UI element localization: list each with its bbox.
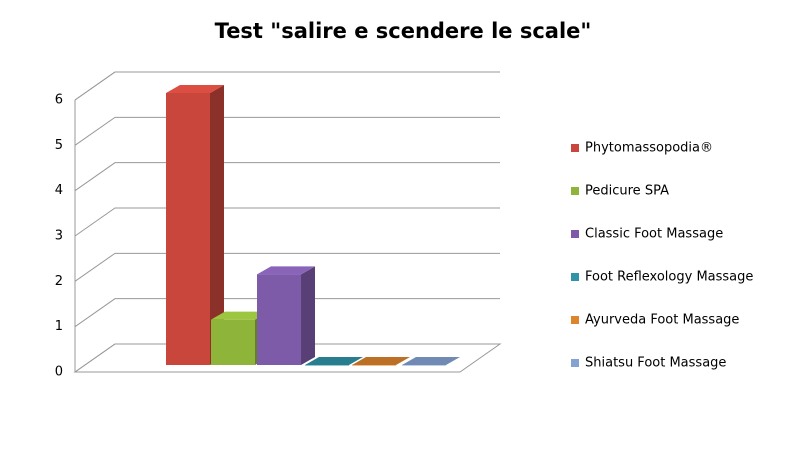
bar — [402, 365, 446, 366]
y-tick-label: 1 — [55, 319, 63, 334]
chart-title: Test "salire e scendere le scale" — [215, 19, 592, 43]
y-tick-label: 4 — [55, 183, 63, 198]
grid-line — [74, 298, 500, 328]
grid-line — [74, 207, 500, 237]
legend-swatch — [571, 273, 579, 281]
legend-swatch — [571, 230, 579, 238]
y-tick-label: 3 — [55, 229, 63, 244]
y-tick-label: 6 — [55, 93, 63, 108]
bar-top — [352, 357, 410, 365]
bar — [166, 93, 210, 365]
y-tick-label: 2 — [55, 274, 63, 289]
legend-label: Pedicure SPA — [585, 184, 669, 199]
y-tick-label: 0 — [55, 365, 63, 380]
bar — [257, 274, 301, 365]
legend-swatch — [571, 187, 579, 195]
legend-label: Shiatsu Foot Massage — [585, 356, 726, 371]
legend-label: Classic Foot Massage — [585, 227, 723, 242]
legend-swatch — [571, 316, 579, 324]
bar-side — [210, 85, 224, 365]
bar-top — [257, 266, 315, 275]
legend-label: Foot Reflexology Massage — [585, 270, 753, 285]
bar-top — [305, 357, 363, 365]
bar — [352, 365, 396, 366]
bar-top — [402, 357, 460, 365]
bar-side — [301, 266, 315, 365]
bar — [305, 365, 349, 366]
legend-swatch — [571, 359, 579, 367]
legend-label: Phytomassopodia® — [585, 141, 713, 156]
legend-swatch — [571, 144, 579, 152]
grid-line — [74, 162, 500, 192]
legend-label: Ayurveda Foot Massage — [585, 313, 739, 328]
grid-line — [74, 71, 500, 101]
bar-top — [166, 85, 224, 93]
grid-line — [74, 252, 500, 282]
bar — [211, 319, 255, 365]
grid-line — [74, 116, 500, 146]
grid-line — [74, 343, 500, 373]
bar-top — [211, 311, 269, 320]
y-tick-label: 5 — [55, 138, 63, 153]
